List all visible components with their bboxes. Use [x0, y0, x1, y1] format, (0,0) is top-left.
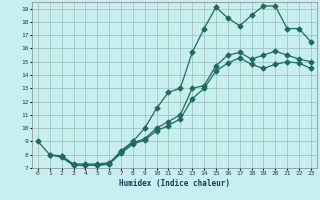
X-axis label: Humidex (Indice chaleur): Humidex (Indice chaleur)	[119, 179, 230, 188]
